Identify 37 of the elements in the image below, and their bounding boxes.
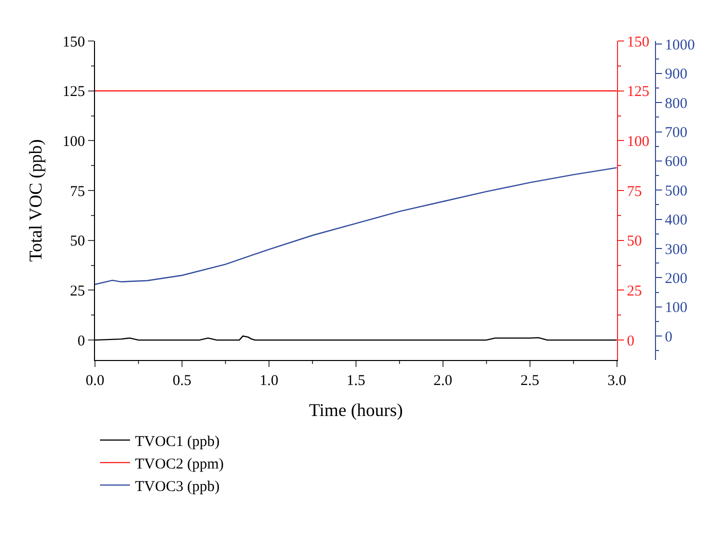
y2-tick-label: 25 [626, 283, 642, 300]
y3-tick-label: 300 [664, 242, 688, 258]
x-tick-label: 1.0 [260, 373, 278, 389]
legend-label: TVOC2 (ppm) [135, 456, 224, 472]
y2-tick-label: 0 [626, 333, 634, 350]
y-tick-label: 75 [70, 184, 85, 200]
y-tick-label: 125 [62, 84, 85, 100]
x-tick-label: 2.0 [434, 373, 452, 389]
y2-tick-label: 75 [626, 184, 642, 200]
y-tick-label: 100 [62, 134, 85, 150]
y3-tick-label: 400 [664, 212, 688, 229]
y3-tick-label: 1000 [664, 37, 695, 54]
y-tick-label: 25 [70, 283, 85, 300]
legend-label: TVOC1 (ppb) [135, 434, 220, 450]
y-axis-title: Total VOC (ppb) [26, 139, 46, 262]
x-tick-label: 2.5 [520, 373, 540, 389]
y-tick-label: 150 [62, 34, 85, 50]
y3-tick-label: 700 [664, 125, 688, 142]
x-tick-label: 3.0 [607, 373, 626, 389]
y3-tick-label: 600 [664, 154, 688, 170]
y-tick-label: 50 [70, 234, 85, 250]
y3-tick-label: 100 [664, 300, 688, 316]
y2-tick-label: 125 [626, 84, 650, 100]
x-tick-label: 0.0 [86, 373, 104, 389]
x-axis-title: Time (hours) [308, 400, 403, 420]
y2-tick-label: 150 [626, 34, 650, 50]
y3-tick-label: 800 [664, 96, 688, 112]
y3-tick-label: 200 [664, 270, 688, 287]
x-tick-label: 0.5 [172, 373, 192, 389]
legend-label: TVOC3 (ppb) [135, 478, 220, 495]
y3-tick-label: 900 [664, 66, 688, 83]
y2-tick-label: 100 [626, 134, 650, 150]
y2-tick-label: 50 [626, 234, 642, 250]
y-tick-label: 0 [78, 333, 85, 350]
y3-tick-label: 0 [664, 329, 672, 346]
y3-tick-label: 500 [664, 183, 688, 200]
x-tick-label: 1.5 [346, 373, 366, 389]
